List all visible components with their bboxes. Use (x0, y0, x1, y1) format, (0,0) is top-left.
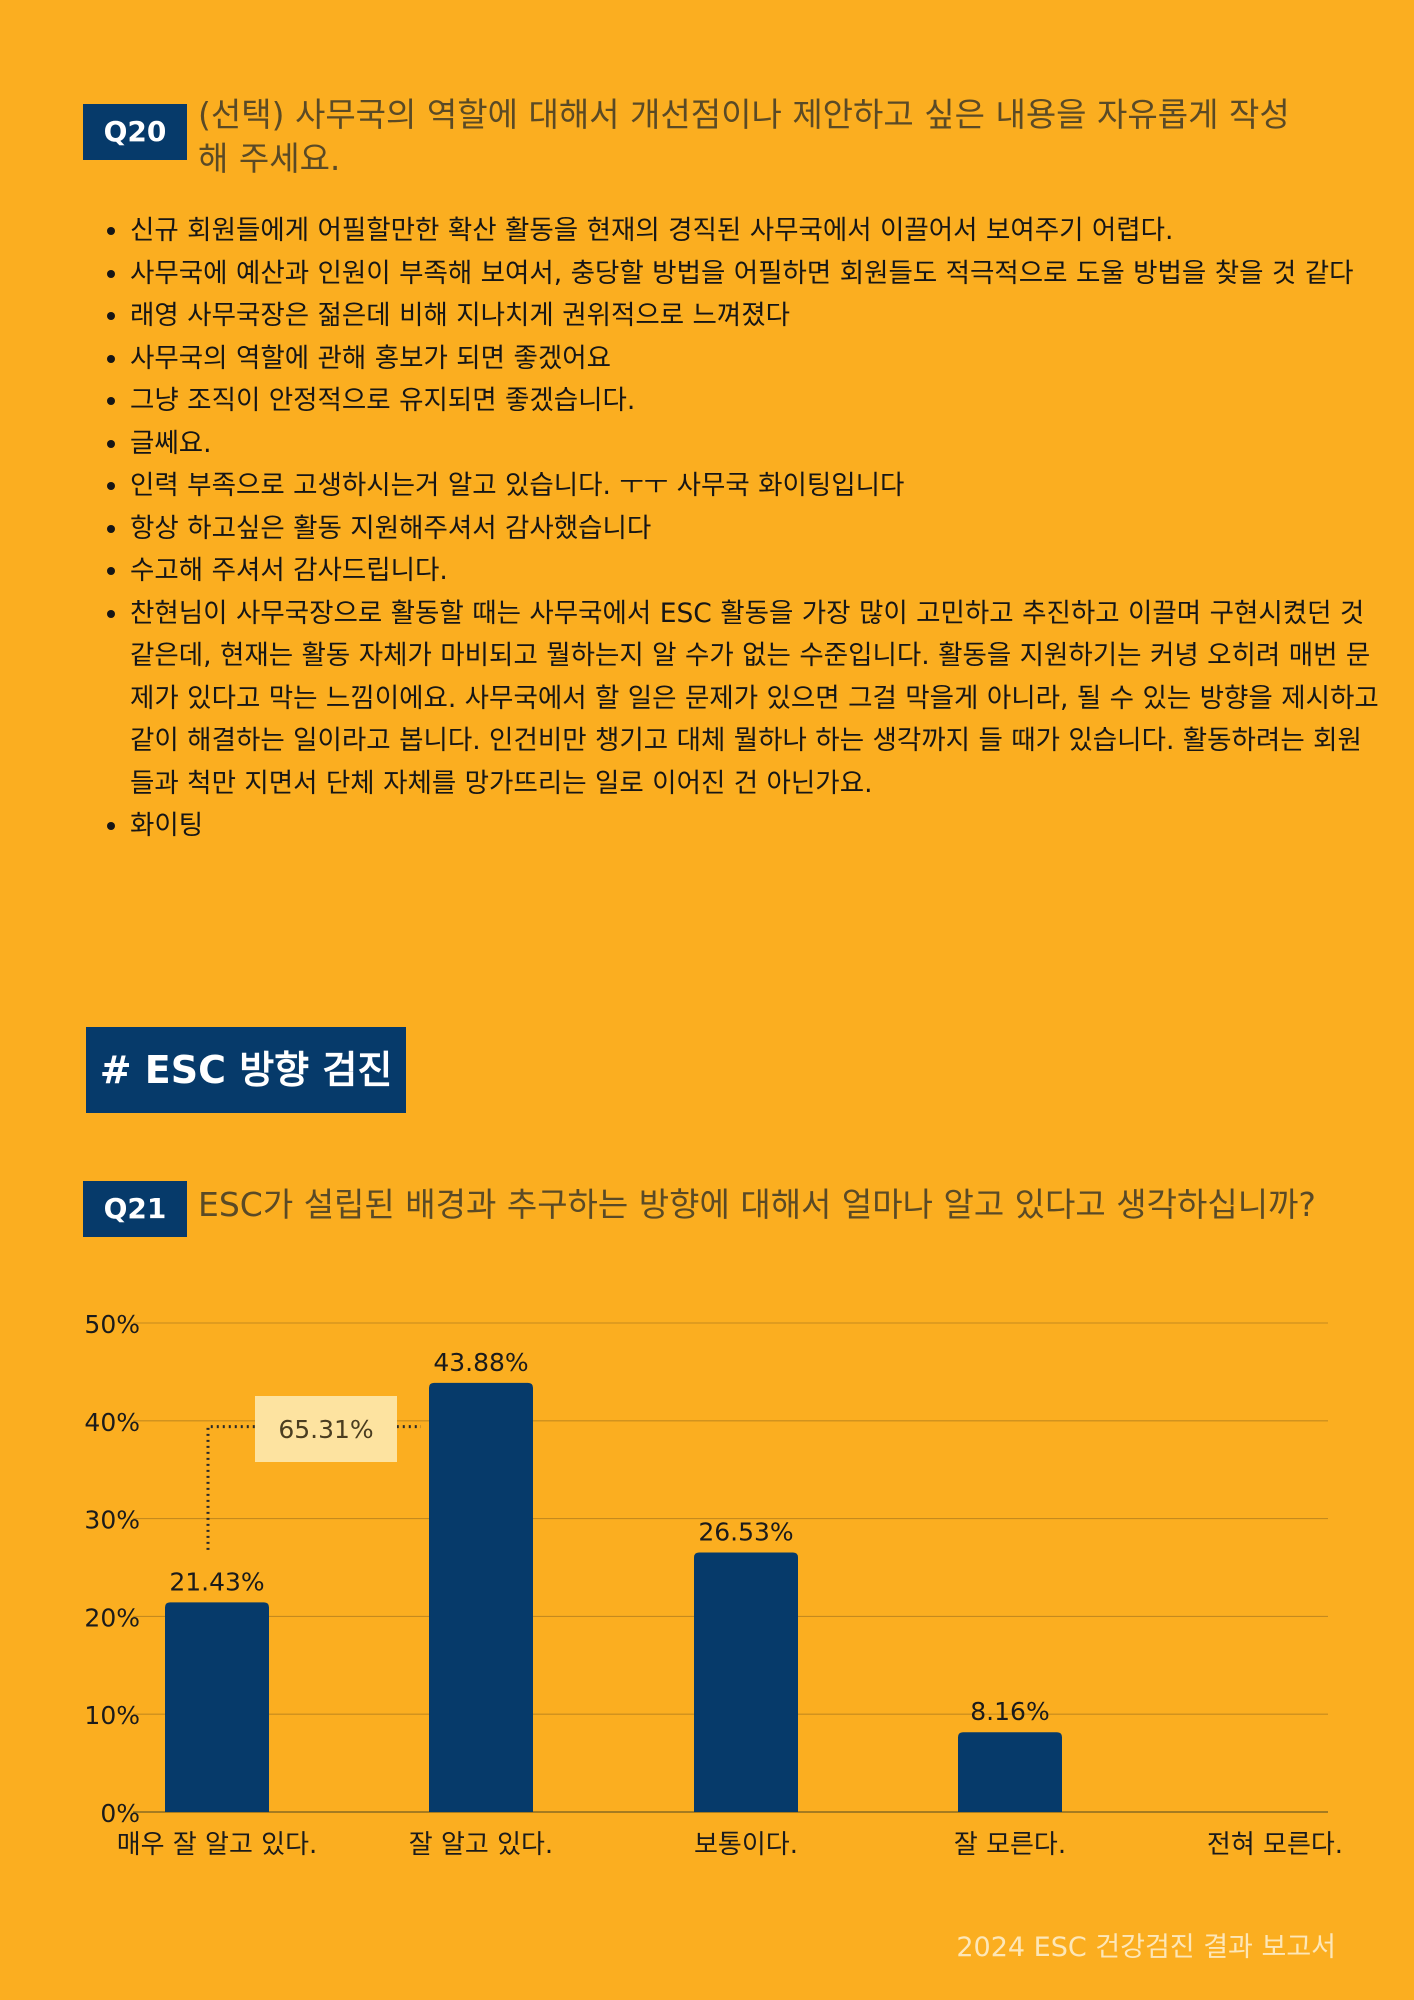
x-category-label: 매우 잘 알고 있다. (117, 1830, 318, 1860)
y-tick-label: 10% (84, 1701, 140, 1730)
x-category-label: 잘 알고 있다. (409, 1830, 553, 1860)
y-tick-label: 30% (84, 1506, 140, 1535)
y-tick-label: 50% (84, 1310, 140, 1339)
answer-item: 래영 사무국장은 젊은데 비해 지나치게 권위적으로 느껴졌다 (130, 295, 1380, 338)
answer-list: 신규 회원들에게 어필할만한 확산 활동을 현재의 경직된 사무국에서 이끌어서… (96, 210, 1380, 848)
y-tick-label: 0% (100, 1799, 140, 1828)
x-category-label: 잘 모른다. (954, 1830, 1066, 1860)
footer-text: 2024 ESC 건강검진 결과 보고서 (956, 1932, 1336, 1963)
answer-item: 사무국의 역할에 관해 홍보가 되면 좋겠어요 (130, 338, 1380, 381)
y-tick-label: 20% (84, 1603, 140, 1632)
answer-item: 글쎄요. (130, 423, 1380, 466)
answer-item: 수고해 주셔서 감사드립니다. (130, 550, 1380, 593)
answer-item: 사무국에 예산과 인원이 부족해 보여서, 충당할 방법을 어필하면 회원들도 … (130, 253, 1380, 296)
answer-item: 신규 회원들에게 어필할만한 확산 활동을 현재의 경직된 사무국에서 이끌어서… (130, 210, 1380, 253)
section-header: # ESC 방향 검진 (86, 1027, 406, 1113)
question-title-line-2: 해 주세요. (198, 139, 341, 178)
bar-chart: 0% 10% 20% 30% 40% 50% 21.43% 매우 잘 알고 있다. 43.88%… (84, 1310, 1343, 1860)
data-label: 26.53% (698, 1518, 793, 1547)
data-label: 21.43% (169, 1567, 264, 1596)
answer-item: 인력 부족으로 고생하시는거 알고 있습니다. ㅜㅜ 사무국 화이팅입니다 (130, 465, 1380, 508)
bar (958, 1732, 1062, 1812)
answer-item: 그냥 조직이 안정적으로 유지되면 좋겠습니다. (130, 380, 1380, 423)
question-title-q21: ESC가 설립된 배경과 추구하는 방향에 대해서 얼마나 알고 있다고 생각하… (198, 1185, 1316, 1224)
annotation-label: 65.31% (278, 1415, 373, 1444)
question-title-q20: (선택) 사무국의 역할에 대해서 개선점이나 제안하고 싶은 내용을 자유롭게… (198, 93, 1368, 181)
data-label: 8.16% (970, 1697, 1049, 1726)
bar (429, 1382, 533, 1812)
x-category-label: 전혀 모른다. (1207, 1830, 1343, 1860)
question-badge-q20: Q20 (83, 104, 187, 160)
x-category-label: 보통이다. (694, 1830, 798, 1860)
data-label: 43.88% (433, 1348, 528, 1377)
bar (165, 1602, 269, 1812)
question-title-line-1: (선택) 사무국의 역할에 대해서 개선점이나 제안하고 싶은 내용을 자유롭게… (198, 95, 1290, 134)
answer-item: 항상 하고싶은 활동 지원해주셔서 감사했습니다 (130, 508, 1380, 551)
bar (694, 1552, 798, 1812)
answer-item: 화이팅 (130, 805, 1380, 848)
annotation-box (255, 1396, 397, 1462)
answer-item: 찬현님이 사무국장으로 활동할 때는 사무국에서 ESC 활동을 가장 많이 고… (130, 593, 1380, 806)
question-badge-q21: Q21 (83, 1181, 187, 1237)
y-tick-label: 40% (84, 1408, 140, 1437)
